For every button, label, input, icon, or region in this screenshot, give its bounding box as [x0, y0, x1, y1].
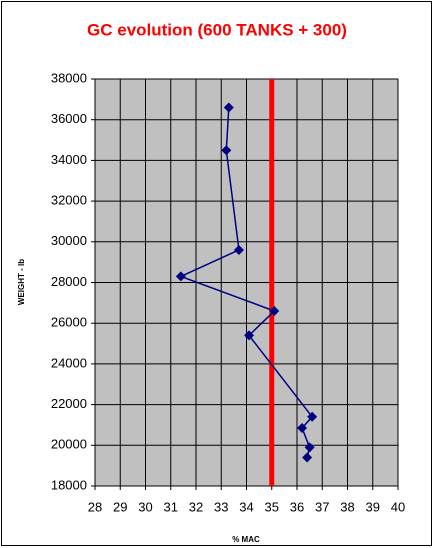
x-tick-label: 33 — [214, 499, 228, 514]
x-axis-label: % MAC — [232, 535, 260, 544]
y-tick-label: 36000 — [51, 111, 87, 126]
x-tick-label: 32 — [189, 499, 203, 514]
y-tick-label: 22000 — [51, 396, 87, 411]
x-tick-label: 35 — [265, 499, 279, 514]
data-point — [233, 244, 244, 255]
x-tick-label: 29 — [113, 499, 127, 514]
y-tick-label: 28000 — [51, 274, 87, 289]
x-tick-label: 37 — [315, 499, 329, 514]
y-tick-label: 32000 — [51, 193, 87, 208]
x-tick-label: 39 — [366, 499, 380, 514]
series-line — [178, 107, 314, 458]
data-point — [307, 411, 318, 422]
x-tick-label: 31 — [164, 499, 178, 514]
y-tick-label: 38000 — [51, 70, 87, 85]
y-axis-label: WEIGHT - lb — [17, 259, 26, 305]
x-tick-label: 28 — [88, 499, 102, 514]
y-tick-label: 20000 — [51, 437, 87, 452]
y-tick-label: 34000 — [51, 152, 87, 167]
data-point — [269, 305, 280, 316]
data-point — [302, 452, 313, 463]
y-tick-label: 30000 — [51, 233, 87, 248]
x-tick-label: 38 — [340, 499, 354, 514]
x-tick-label: 36 — [290, 499, 304, 514]
x-tick-label: 30 — [138, 499, 152, 514]
y-tick-label: 24000 — [51, 355, 87, 370]
data-point — [304, 442, 315, 453]
x-tick-label: 34 — [239, 499, 253, 514]
chart-title: GC evolution (600 TANKS + 300) — [87, 20, 347, 39]
x-tick-label: 40 — [391, 499, 405, 514]
y-tick-label: 26000 — [51, 315, 87, 330]
data-point — [221, 145, 232, 156]
data-point — [297, 423, 308, 434]
data-point — [244, 330, 255, 341]
y-tick-label: 18000 — [51, 477, 87, 492]
data-point — [175, 271, 186, 282]
data-point — [223, 102, 234, 113]
